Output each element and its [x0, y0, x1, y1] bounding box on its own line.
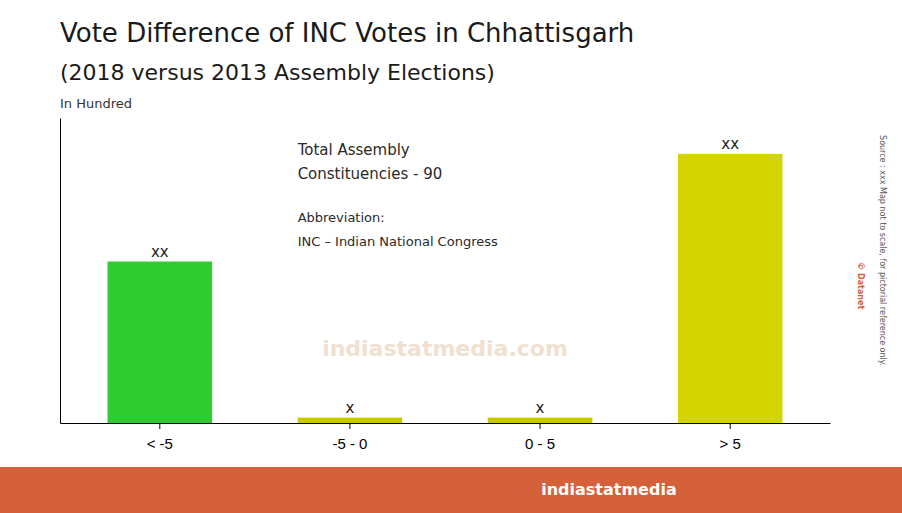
x-tick-label: -5 - 0: [332, 435, 367, 452]
x-tick-mark: [540, 423, 541, 429]
footer-logo: indiastatmedia: [541, 480, 676, 499]
bar: [108, 262, 213, 423]
source-note: Source : xxx Map not to scale, for picto…: [878, 135, 887, 366]
plot: indiastatmedia.comxxxxxx< -5-5 - 00 - 5>…: [61, 119, 831, 452]
x-axis-line: [61, 423, 831, 424]
x-tick-mark: [349, 423, 350, 429]
footer: [0, 467, 902, 513]
y-axis-line: [60, 119, 61, 424]
x-tick: 0 - 5: [525, 423, 555, 452]
x-tick: > 5: [720, 423, 741, 452]
chart: Vote Difference of INC Votes in Chhattis…: [0, 0, 902, 513]
data-labels: xxxxxx: [151, 135, 739, 417]
data-label: xx: [151, 243, 169, 261]
x-tick-label: < -5: [147, 435, 173, 452]
annotation: INC – Indian National Congress: [298, 234, 498, 249]
x-tick: -5 - 0: [332, 423, 367, 452]
bar: [678, 154, 783, 423]
data-label: x: [536, 399, 545, 417]
annotation: Constituencies - 90: [298, 165, 443, 183]
annotation: Abbreviation:: [298, 210, 385, 225]
subtitle: (2018 versus 2013 Assembly Elections): [60, 60, 495, 85]
x-tick: < -5: [147, 423, 173, 452]
y-axis: [60, 119, 61, 424]
x-tick-mark: [730, 423, 731, 429]
x-axis: < -5 -5 - 0 0 - 5 > 5: [61, 423, 831, 452]
x-tick-mark: [159, 423, 160, 429]
data-label: x: [345, 399, 354, 417]
bars: [108, 154, 783, 423]
bar: [298, 418, 403, 423]
data-label: xx: [721, 135, 739, 153]
annotation: Total Assembly: [297, 141, 410, 159]
bar: [488, 418, 593, 423]
copyright: © Datanet: [856, 262, 865, 309]
x-tick-label: 0 - 5: [525, 435, 555, 452]
title: Vote Difference of INC Votes in Chhattis…: [60, 18, 634, 48]
unit-label: In Hundred: [60, 96, 132, 111]
x-tick-label: > 5: [720, 435, 741, 452]
watermark: indiastatmedia.com: [322, 336, 568, 361]
